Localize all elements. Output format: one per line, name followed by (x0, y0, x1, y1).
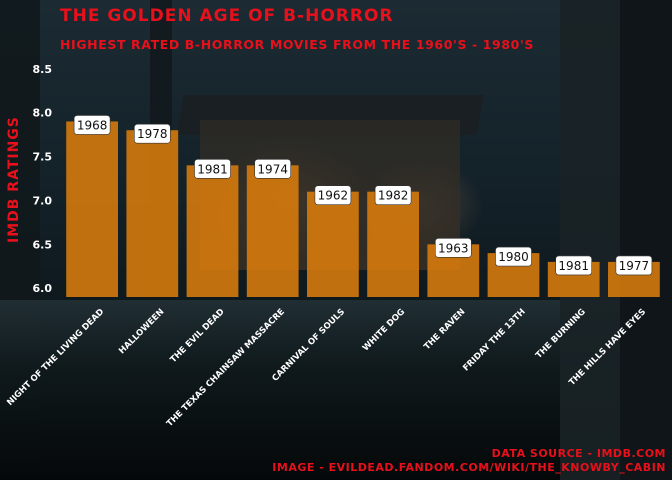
x-category-label: THE EVIL DEAD (169, 307, 227, 365)
y-tick-label: 8.0 (33, 107, 53, 120)
y-tick-label: 7.0 (33, 194, 53, 207)
data-label: 1974 (257, 162, 288, 176)
chart-subtitle: HIGHEST RATED B-HORROR MOVIES FROM THE 1… (60, 37, 534, 52)
x-category-label: NIGHT OF THE LIVING DEAD (5, 307, 106, 408)
data-label-box (555, 255, 593, 276)
bars (66, 121, 660, 297)
x-category-label: FRIDAY THE 13TH (461, 307, 527, 373)
data-label: 1978 (137, 127, 168, 141)
x-category-label: THE TEXAS CHAINSAW MASSACRE (165, 307, 287, 429)
data-label: 1982 (378, 189, 409, 203)
data-label: 1962 (318, 189, 349, 203)
data-label-box (615, 255, 653, 276)
tree-right (560, 0, 630, 480)
y-tick-label: 7.5 (33, 151, 53, 164)
data-label: 1981 (197, 162, 228, 176)
data-label-box (314, 185, 352, 205)
caption-data-source: DATA SOURCE - IMDB.COM (491, 447, 666, 460)
bar (186, 165, 239, 297)
tree-far-right (620, 0, 672, 480)
bar (66, 121, 118, 297)
data-label-box (73, 115, 111, 135)
data-label: 1980 (498, 250, 529, 264)
x-category-label: THE RAVEN (422, 307, 467, 352)
category-labels: NIGHT OF THE LIVING DEAD HALLOWEEN THE EVI… (5, 307, 648, 429)
chart-title: THE GOLDEN AGE OF B-HORROR (60, 6, 394, 26)
y-tick-label: 8.5 (33, 63, 53, 76)
data-label: 1977 (619, 259, 650, 273)
data-labels: 1968 1978 1981 1974 1962 1982 1963 1980 1981 1977 (73, 115, 653, 276)
x-category-label: WHITE DOG (361, 307, 407, 353)
data-label: 1981 (558, 259, 589, 273)
y-tick-labels: 6.0 6.5 7.0 7.5 8.0 8.5 (33, 63, 53, 295)
data-label-box (374, 185, 412, 205)
data-label-box (495, 246, 532, 267)
bar (126, 130, 179, 297)
data-label-box (434, 238, 472, 258)
y-tick-label: 6.0 (33, 282, 53, 295)
x-category-label: THE BURNING (534, 307, 588, 361)
caption-image-source: IMAGE - EVILDEAD.FANDOM.COM/WIKI/THE_KNO… (272, 461, 666, 474)
data-label-box (254, 159, 291, 179)
data-label-box (194, 159, 231, 179)
x-category-label: HALLOWEEN (117, 307, 166, 356)
data-label-box (134, 123, 171, 144)
bar (246, 165, 299, 297)
data-label: 1963 (438, 241, 469, 255)
y-tick-label: 6.5 (33, 238, 53, 251)
bar (307, 191, 359, 297)
bar (367, 191, 419, 297)
data-label: 1968 (77, 118, 108, 132)
